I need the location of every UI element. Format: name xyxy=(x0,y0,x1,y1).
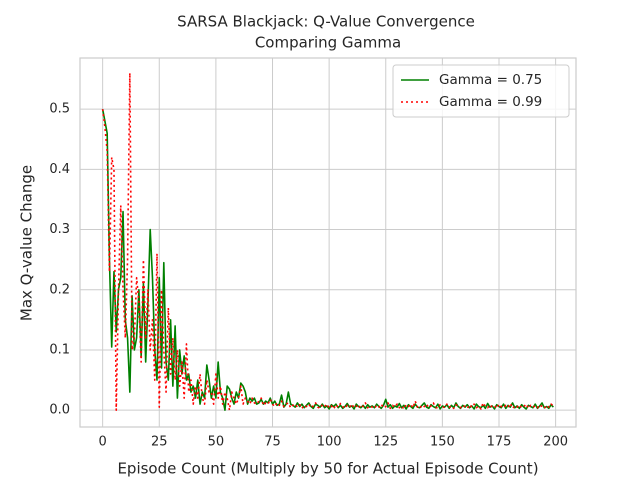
chart-title: SARSA Blackjack: Q-Value Convergence xyxy=(177,13,475,31)
x-tick-label: 75 xyxy=(264,435,281,450)
legend-label: Gamma = 0.75 xyxy=(439,72,542,88)
x-tick-label: 175 xyxy=(487,435,512,450)
x-tick-label: 100 xyxy=(317,435,342,450)
legend-box xyxy=(392,64,570,118)
plot-frame xyxy=(79,57,577,428)
y-axis-label: Max Q-value Change xyxy=(18,165,36,321)
y-tick-label: 0.1 xyxy=(49,342,70,357)
x-tick-label: 200 xyxy=(543,435,568,450)
legend: Gamma = 0.75 Gamma = 0.99 xyxy=(392,64,570,118)
x-axis-label: Episode Count (Multiply by 50 for Actual… xyxy=(117,460,538,478)
y-tick-label: 0.2 xyxy=(49,282,70,297)
line-series xyxy=(101,72,554,411)
x-tick-label: 50 xyxy=(208,435,225,450)
x-tick-label: 125 xyxy=(373,435,398,450)
x-tick-label: 150 xyxy=(430,435,455,450)
y-tick-label: 0.3 xyxy=(49,222,70,237)
chart-subtitle: Comparing Gamma xyxy=(255,34,401,52)
y-tick-label: 0.0 xyxy=(49,403,70,418)
x-tick-label: 0 xyxy=(99,435,107,450)
y-tick-label: 0.4 xyxy=(49,162,70,177)
y-tick-label: 0.5 xyxy=(49,102,70,117)
legend-label: Gamma = 0.99 xyxy=(439,94,542,110)
x-tick-label: 25 xyxy=(151,435,168,450)
